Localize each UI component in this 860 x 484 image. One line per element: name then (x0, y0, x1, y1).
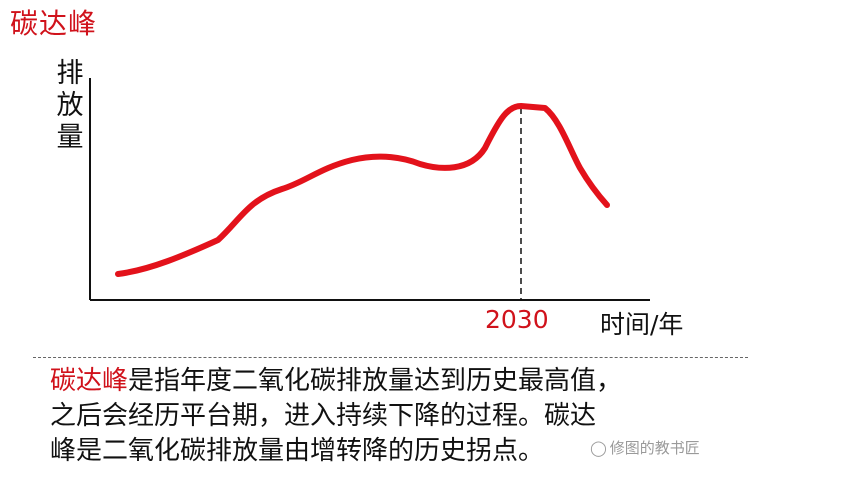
definition-line1-rest: 是指年度二氧化碳排放量达到历史最高值， (128, 366, 623, 396)
definition-line: 碳达峰是指年度二氧化碳排放量达到历史最高值， (50, 364, 730, 399)
definition-text: 碳达峰是指年度二氧化碳排放量达到历史最高值， 之后会经历平台期，进入持续下降的过… (50, 364, 730, 469)
definition-line: 峰是二氧化碳排放量由增转降的历史拐点。 (50, 436, 545, 466)
y-axis-label-char: 排 (56, 58, 84, 89)
page-title: 碳达峰 (10, 7, 98, 40)
definition-line: 之后会经历平台期，进入持续下降的过程。碳达 (50, 401, 597, 431)
x-axis-label: 时间/年 (600, 310, 684, 339)
emission-curve (115, 103, 610, 277)
wechat-icon: ◯ (590, 439, 607, 457)
watermark: ◯ 修图的教书匠 (590, 437, 700, 458)
x-axis-year-label: 2030 (485, 305, 549, 334)
y-axis-label: 排 放 量 (52, 58, 88, 154)
watermark-text: 修图的教书匠 (609, 439, 700, 457)
dashed-divider (33, 357, 748, 358)
y-axis-label-char: 放 (56, 90, 84, 121)
y-axis-label-char: 量 (56, 122, 84, 153)
definition-highlight: 碳达峰 (50, 366, 129, 396)
